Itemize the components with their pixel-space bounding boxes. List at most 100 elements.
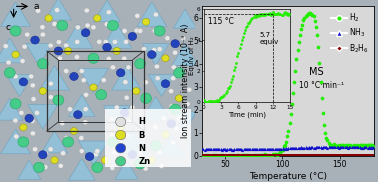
Point	[214, 154, 220, 157]
Circle shape	[171, 65, 176, 70]
Circle shape	[18, 137, 29, 147]
Point	[300, 154, 306, 157]
Point	[343, 143, 349, 146]
Point	[271, 148, 277, 151]
Circle shape	[81, 78, 86, 83]
Point	[206, 147, 212, 150]
Point	[338, 146, 344, 149]
Circle shape	[48, 81, 53, 86]
Circle shape	[88, 53, 99, 63]
Point	[299, 146, 305, 149]
Point	[199, 154, 205, 157]
Point	[318, 145, 324, 148]
Circle shape	[130, 105, 135, 110]
Polygon shape	[172, 44, 198, 66]
Point	[215, 154, 222, 157]
Point	[259, 154, 265, 157]
Point	[283, 147, 289, 150]
Point	[200, 154, 206, 157]
Point	[263, 154, 270, 157]
Point	[336, 154, 342, 157]
Point	[330, 154, 336, 157]
Point	[323, 154, 329, 157]
Point	[234, 154, 240, 157]
Point	[203, 154, 209, 157]
Point	[301, 146, 307, 149]
Circle shape	[19, 110, 24, 115]
Point	[335, 146, 341, 149]
Circle shape	[54, 8, 60, 12]
Circle shape	[25, 32, 30, 37]
Point	[246, 154, 253, 157]
Point	[298, 27, 304, 30]
Circle shape	[152, 29, 157, 33]
Text: N: N	[138, 144, 145, 153]
Point	[293, 58, 299, 61]
Polygon shape	[0, 98, 23, 120]
Point	[302, 146, 308, 149]
Point	[305, 146, 311, 149]
Polygon shape	[115, 160, 138, 179]
Circle shape	[165, 36, 170, 41]
Circle shape	[161, 80, 170, 88]
Point	[341, 144, 347, 147]
Polygon shape	[141, 96, 170, 121]
Point	[307, 12, 313, 15]
Point	[301, 17, 307, 20]
Circle shape	[153, 12, 158, 17]
Point	[310, 154, 316, 157]
Point	[275, 148, 281, 151]
Point	[333, 144, 339, 147]
Point	[201, 154, 208, 157]
Point	[204, 148, 210, 151]
Circle shape	[91, 25, 96, 30]
Circle shape	[122, 147, 127, 152]
Point	[300, 147, 306, 150]
Point	[293, 154, 299, 157]
Point	[219, 154, 225, 157]
Point	[320, 154, 326, 157]
Point	[236, 154, 242, 157]
Point	[288, 147, 294, 150]
Point	[218, 148, 224, 151]
Point	[207, 148, 213, 151]
Circle shape	[116, 69, 125, 77]
Point	[217, 148, 223, 151]
Point	[366, 144, 372, 147]
Point	[355, 145, 361, 148]
Circle shape	[157, 47, 162, 52]
Point	[366, 146, 372, 149]
Point	[251, 148, 257, 151]
Point	[237, 154, 243, 157]
Point	[221, 154, 227, 157]
Point	[242, 148, 248, 151]
Point	[270, 153, 276, 156]
Circle shape	[34, 162, 44, 173]
Point	[277, 150, 284, 153]
Point	[368, 146, 374, 149]
Point	[351, 144, 357, 147]
Point	[222, 154, 228, 157]
Point	[236, 148, 242, 151]
Point	[304, 146, 310, 149]
Circle shape	[64, 43, 69, 48]
Point	[225, 154, 231, 157]
Point	[253, 154, 259, 157]
Circle shape	[64, 48, 72, 54]
Circle shape	[133, 88, 140, 94]
Circle shape	[110, 133, 115, 137]
Point	[267, 154, 273, 157]
Point	[246, 147, 253, 150]
Circle shape	[64, 136, 69, 140]
Circle shape	[180, 36, 186, 41]
Point	[296, 40, 302, 43]
Point	[362, 154, 368, 157]
Point	[231, 154, 237, 157]
Circle shape	[75, 25, 81, 30]
Polygon shape	[112, 66, 141, 90]
Point	[274, 154, 280, 157]
Point	[327, 146, 333, 149]
Point	[359, 146, 365, 149]
Point	[344, 154, 350, 157]
Point	[291, 154, 297, 157]
